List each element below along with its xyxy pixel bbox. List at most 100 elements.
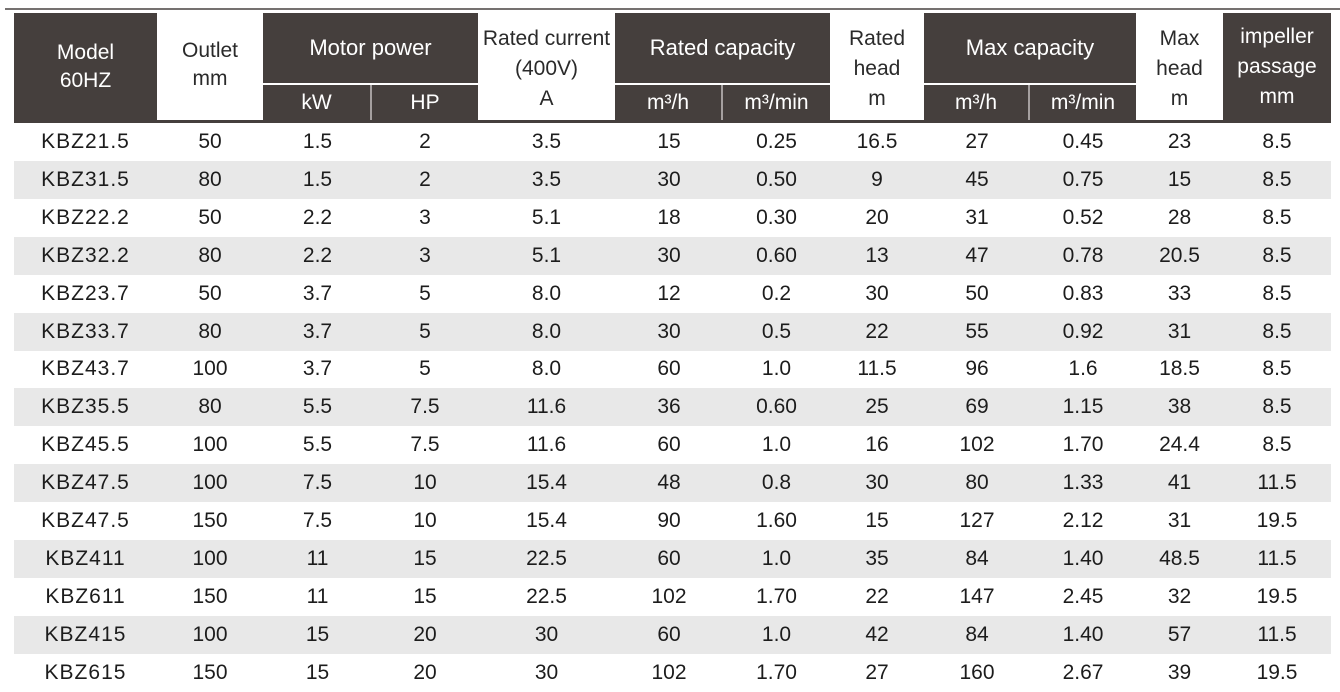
cell-model: KBZ415 <box>44 622 127 646</box>
cell-rated-capacity-m3h: 60 <box>657 433 681 457</box>
cell-motor-kw: 5.5 <box>302 395 333 419</box>
cell-rated-capacity-m3min: 0.25 <box>756 129 797 153</box>
cell-rated-current-a: 8.0 <box>531 319 562 343</box>
cell-rated-head-m: 22 <box>865 319 889 343</box>
cell-max-capacity-m3h: 147 <box>959 585 995 609</box>
cell-impeller-passage-mm: 8.5 <box>1262 129 1292 153</box>
cell-max-capacity-m3h: 55 <box>965 319 989 343</box>
cell-max-capacity-m3min: 0.92 <box>1062 319 1104 343</box>
cell-rated-current-a: 30 <box>534 660 559 684</box>
cell-rated-head-m: 22 <box>865 585 889 609</box>
table-row: KBZ22.2 50 2.2 3 5.1 18 0.30 20 31 0.52 28 8.5 <box>14 199 1331 237</box>
cell-rated-capacity-m3min: 0.60 <box>756 395 797 419</box>
cell-impeller-passage-mm: 19.5 <box>1256 585 1298 609</box>
header-max-capacity-m3h: m³/h <box>924 85 1030 120</box>
cell-rated-capacity-m3h: 12 <box>657 281 681 305</box>
table-row: KBZ415 100 15 20 30 60 1.0 42 84 1.40 57 11.5 <box>14 615 1331 654</box>
table-row: KBZ45.5 100 5.5 7.5 11.6 60 1.0 16 102 1.70 24.4 8.… <box>14 426 1331 464</box>
cell-outlet-mm: 100 <box>192 357 228 381</box>
cell-rated-capacity-m3h: 60 <box>657 622 681 646</box>
table-row: KBZ43.7 100 3.7 5 8.0 60 1.0 11.5 96 1.6 18.5 8.5 <box>14 351 1331 389</box>
table-top-rule <box>5 8 1340 10</box>
cell-motor-hp: 10 <box>413 471 437 495</box>
cell-rated-capacity-m3h: 36 <box>657 395 681 419</box>
cell-outlet-mm: 50 <box>198 281 222 305</box>
cell-rated-capacity-m3h: 15 <box>657 129 681 153</box>
cell-max-head-m: 28 <box>1167 205 1192 229</box>
cell-rated-head-m: 9 <box>871 167 883 191</box>
cell-rated-head-m: 16.5 <box>856 129 898 153</box>
cell-outlet-mm: 150 <box>192 509 228 533</box>
cell-motor-kw: 11 <box>306 547 329 571</box>
cell-model: KBZ411 <box>45 547 126 571</box>
cell-max-capacity-m3h: 45 <box>965 167 989 191</box>
table-row: KBZ615 150 15 20 30 102 1.70 27 160 2.67 39 19.5 <box>14 654 1331 692</box>
cell-max-head-m: 24.4 <box>1159 433 1200 457</box>
cell-max-head-m: 20.5 <box>1159 243 1200 267</box>
cell-motor-kw: 11 <box>306 585 329 609</box>
cell-motor-kw: 2.2 <box>302 205 333 229</box>
cell-rated-current-a: 22.5 <box>526 547 567 571</box>
cell-model: KBZ47.5 <box>41 509 130 533</box>
cell-max-capacity-m3min: 1.70 <box>1062 433 1104 457</box>
cell-max-head-m: 32 <box>1167 585 1192 609</box>
cell-rated-capacity-m3h: 60 <box>657 357 681 381</box>
cell-impeller-passage-mm: 8.5 <box>1262 243 1292 267</box>
cell-rated-head-m: 27 <box>865 660 889 684</box>
cell-motor-kw: 7.5 <box>302 509 333 533</box>
table-row: KBZ47.5 100 7.5 10 15.4 48 0.8 30 80 1.33 41 11.5 <box>14 464 1331 503</box>
cell-motor-hp: 3 <box>419 205 431 229</box>
cell-max-capacity-m3h: 160 <box>959 660 995 684</box>
cell-motor-hp: 20 <box>413 622 437 646</box>
cell-max-head-m: 38 <box>1167 395 1192 419</box>
cell-outlet-mm: 80 <box>198 243 222 267</box>
cell-rated-head-m: 30 <box>865 281 889 305</box>
cell-max-head-m: 31 <box>1167 509 1192 533</box>
cell-model: KBZ35.5 <box>41 395 130 419</box>
cell-rated-capacity-m3h: 60 <box>657 547 681 571</box>
cell-model: KBZ21.5 <box>41 129 130 153</box>
cell-motor-hp: 3 <box>419 243 431 267</box>
cell-max-capacity-m3h: 50 <box>965 281 989 305</box>
cell-motor-kw: 5.5 <box>302 433 333 457</box>
cell-rated-head-m: 42 <box>865 622 889 646</box>
cell-max-capacity-m3min: 0.83 <box>1062 281 1104 305</box>
cell-impeller-passage-mm: 8.5 <box>1262 281 1292 305</box>
cell-model: KBZ33.7 <box>41 319 130 343</box>
cell-max-capacity-m3min: 2.45 <box>1062 585 1104 609</box>
cell-rated-current-a: 11.6 <box>526 433 567 457</box>
cell-impeller-passage-mm: 11.5 <box>1257 622 1297 646</box>
cell-rated-capacity-m3min: 1.60 <box>756 509 797 533</box>
cell-max-capacity-m3h: 96 <box>965 357 989 381</box>
cell-impeller-passage-mm: 8.5 <box>1262 433 1292 457</box>
cell-rated-current-a: 5.1 <box>531 205 562 229</box>
cell-motor-kw: 3.7 <box>302 281 333 305</box>
cell-motor-kw: 7.5 <box>302 471 333 495</box>
cell-outlet-mm: 100 <box>192 547 228 571</box>
cell-rated-capacity-m3h: 30 <box>657 167 681 191</box>
cell-rated-head-m: 11.5 <box>857 357 897 381</box>
header-kw: kW <box>263 85 372 120</box>
cell-rated-current-a: 11.6 <box>526 395 567 419</box>
cell-outlet-mm: 80 <box>198 319 222 343</box>
header-max-head: Max head m <box>1136 10 1223 120</box>
cell-max-capacity-m3min: 1.40 <box>1062 622 1104 646</box>
cell-outlet-mm: 100 <box>192 622 228 646</box>
cell-motor-kw: 15 <box>305 660 330 684</box>
table-body: KBZ21.5 50 1.5 2 3.5 15 0.25 16.5 27 0.45 23 8.5 KBZ… <box>14 123 1331 692</box>
cell-motor-kw: 1.5 <box>302 129 333 153</box>
cell-motor-hp: 20 <box>413 660 437 684</box>
cell-max-head-m: 33 <box>1167 281 1192 305</box>
cell-rated-capacity-m3min: 0.2 <box>761 281 792 305</box>
cell-motor-kw: 1.5 <box>302 167 333 191</box>
cell-max-capacity-m3h: 80 <box>965 471 989 495</box>
cell-rated-capacity-m3min: 1.0 <box>761 433 792 457</box>
table-row: KBZ23.7 50 3.7 5 8.0 12 0.2 30 50 0.83 33 8.5 <box>14 275 1331 313</box>
header-motor-power: Motor power <box>263 13 478 83</box>
cell-impeller-passage-mm: 8.5 <box>1262 395 1292 419</box>
cell-max-head-m: 18.5 <box>1159 357 1200 381</box>
cell-rated-current-a: 8.0 <box>531 281 562 305</box>
cell-rated-capacity-m3min: 1.0 <box>761 622 792 646</box>
cell-model: KBZ615 <box>44 660 127 684</box>
cell-rated-head-m: 30 <box>865 471 889 495</box>
